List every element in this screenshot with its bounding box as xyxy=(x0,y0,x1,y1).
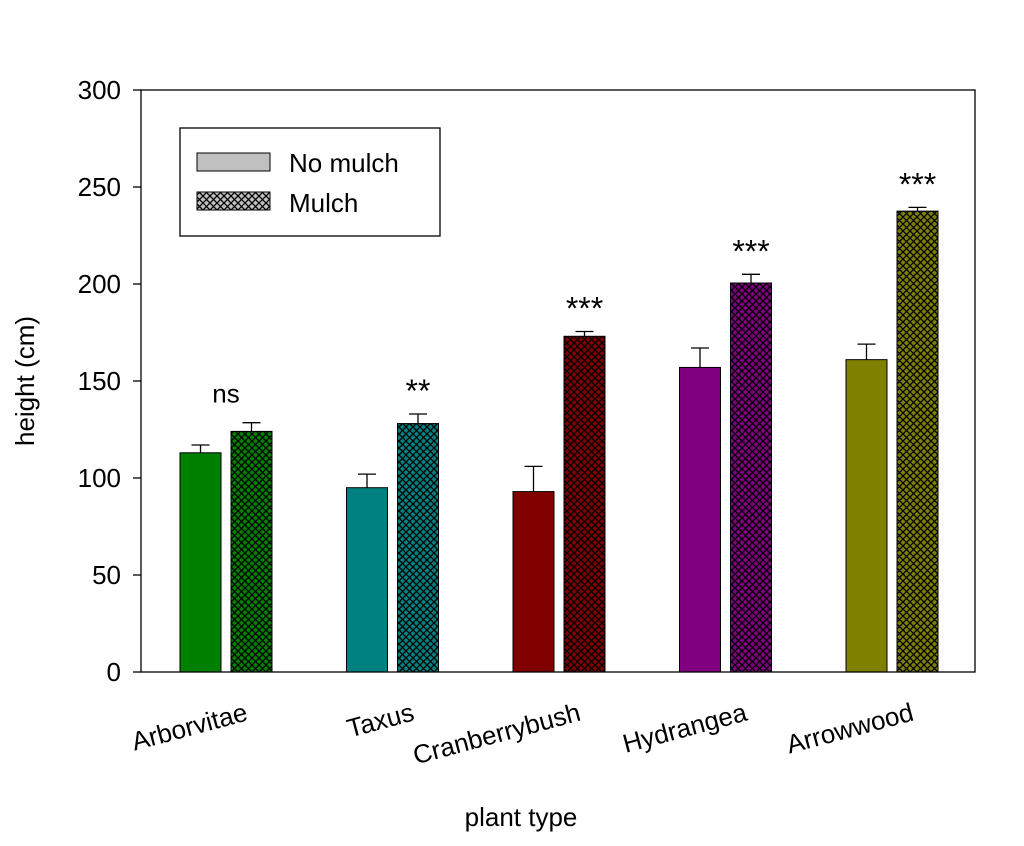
significance-label: *** xyxy=(566,291,603,327)
legend-swatch-no-mulch xyxy=(196,152,271,172)
bar-no-mulch xyxy=(512,491,555,673)
x-tick-label: Cranberrybush xyxy=(410,697,584,770)
bar-hatch xyxy=(730,282,772,673)
significance-label: ns xyxy=(212,379,239,409)
x-tick-label: Arrowwood xyxy=(783,697,916,760)
bar-no-mulch xyxy=(346,487,388,673)
legend-label-mulch: Mulch xyxy=(289,188,358,218)
significance-label: *** xyxy=(732,233,769,269)
y-tick-label: 200 xyxy=(78,269,121,299)
bar-hatch xyxy=(896,210,939,673)
y-tick-label: 150 xyxy=(78,366,121,396)
x-axis-label: plant type xyxy=(465,802,578,832)
legend-box xyxy=(179,127,441,237)
y-tick-label: 0 xyxy=(107,657,121,687)
x-tick-label: Taxus xyxy=(344,697,417,744)
y-tick-label: 100 xyxy=(78,463,121,493)
bar-hatch xyxy=(230,430,273,673)
y-tick-label: 50 xyxy=(92,560,121,590)
bar-no-mulch xyxy=(845,359,888,673)
legend: No mulch Mulch xyxy=(179,127,441,237)
y-tick-label: 250 xyxy=(78,172,121,202)
significance-label: ** xyxy=(406,373,431,409)
y-tick-label: 300 xyxy=(78,75,121,105)
y-axis-label: height (cm) xyxy=(10,316,40,446)
significance-label: *** xyxy=(899,166,936,202)
bar-no-mulch xyxy=(679,366,721,673)
bar-no-mulch xyxy=(179,452,222,673)
bar-hatch xyxy=(397,423,439,673)
bar-hatch xyxy=(563,335,606,673)
x-tick-label: Arborvitae xyxy=(128,697,250,757)
legend-swatch-mulch xyxy=(196,191,271,211)
legend-label-no-mulch: No mulch xyxy=(289,148,399,178)
x-tick-label: Hydrangea xyxy=(619,697,750,759)
